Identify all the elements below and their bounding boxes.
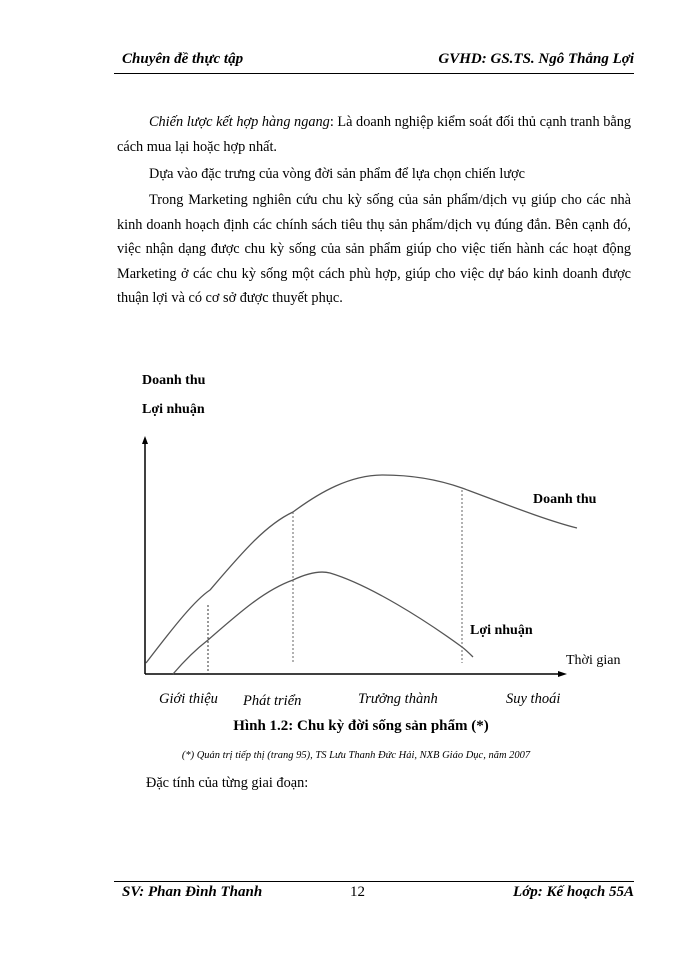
y-axis-arrow-icon	[142, 436, 148, 444]
header-rule	[114, 73, 634, 74]
footer-right: Lớp: Kế hoạch 55A	[513, 884, 634, 900]
profit-curve-label: Lợi nhuận	[470, 623, 533, 638]
section-lead: Đặc tính của từng giai đoạn:	[146, 775, 309, 791]
stage-intro: Giới thiệu	[159, 691, 218, 707]
footer-left: SV: Phan Đình Thanh	[122, 884, 263, 900]
x-axis-arrow-icon	[558, 671, 567, 677]
revenue-curve	[145, 474, 578, 664]
stage-maturity: Trưởng thành	[358, 691, 438, 707]
page-number: 12	[350, 884, 365, 900]
revenue-curve-label: Doanh thu	[533, 492, 597, 507]
paragraph-1-text: : Là doanh nghiệp kiểm soát đối thủ cạnh…	[117, 114, 631, 155]
x-axis-label: Thời gian	[566, 653, 621, 668]
paragraph-2: Dựa vào đặc trưng của vòng đời sản phẩm …	[149, 166, 526, 182]
y-axis-label-revenue: Doanh thu	[142, 373, 206, 388]
figure-source: (*) Quản trị tiếp thị (trang 95), TS Lưu…	[181, 750, 531, 761]
y-axis-label-profit: Lợi nhuận	[142, 402, 205, 417]
term: Chiến lược kết hợp hàng ngang	[149, 114, 330, 130]
paragraph-3: Trong Marketing nghiên cứu chu kỳ sống c…	[117, 192, 631, 306]
footer-rule	[114, 881, 634, 882]
stage-decline: Suy thoái	[506, 691, 561, 707]
header-right: GVHD: GS.TS. Ngô Thắng Lợi	[438, 51, 634, 67]
profit-curve	[172, 571, 474, 675]
header-left: Chuyên đề thực tập	[122, 51, 244, 67]
stage-growth: Phát triển	[243, 693, 302, 709]
paragraph-1: Chiến lược kết hợp hàng ngang: Là doanh …	[117, 110, 631, 159]
figure-caption: Hình 1.2: Chu kỳ đời sống sản phẩm (*)	[233, 718, 489, 734]
